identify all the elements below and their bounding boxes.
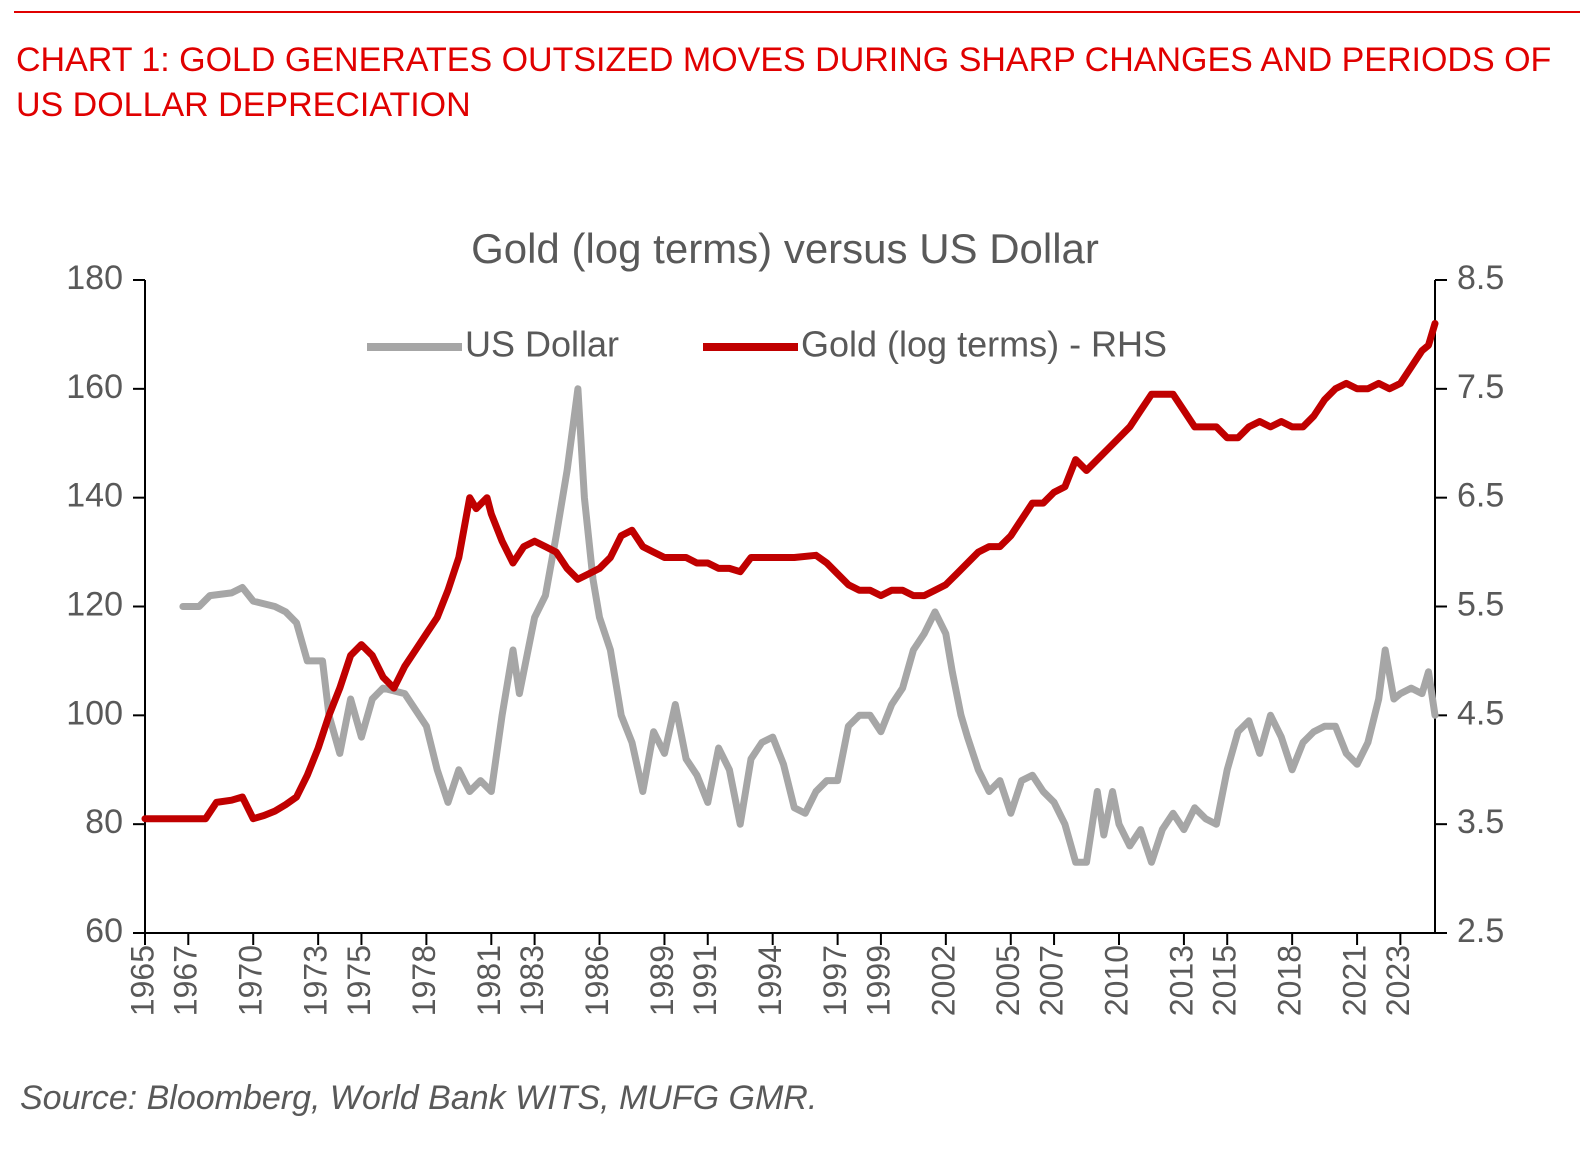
chart-title: Gold (log terms) versus US Dollar bbox=[471, 225, 1099, 272]
y-tick-label: 140 bbox=[66, 477, 123, 515]
y-tick-label: 100 bbox=[66, 694, 123, 732]
x-tick-label: 2013 bbox=[1163, 945, 1199, 1016]
series-line bbox=[141, 320, 1439, 823]
x-tick-label: 1978 bbox=[406, 945, 442, 1016]
x-tick-label: 1991 bbox=[687, 945, 723, 1016]
y-tick-label: 80 bbox=[85, 803, 123, 841]
y2-tick-label: 6.5 bbox=[1457, 477, 1504, 515]
x-tick-label: 1973 bbox=[298, 945, 334, 1016]
y2-tick-label: 5.5 bbox=[1457, 585, 1504, 623]
x-tick-label: 1965 bbox=[124, 945, 160, 1016]
x-tick-label: 1999 bbox=[860, 945, 896, 1016]
series-line bbox=[179, 385, 1439, 866]
x-tick-label: 2007 bbox=[1034, 945, 1070, 1016]
x-tick-label: 1975 bbox=[341, 945, 377, 1016]
x-tick-label: 2021 bbox=[1337, 945, 1373, 1016]
x-tick-label: 1981 bbox=[471, 945, 507, 1016]
x-tick-label: 2010 bbox=[1098, 945, 1134, 1016]
x-tick-label: 1994 bbox=[752, 945, 788, 1016]
x-tick-label: 1967 bbox=[168, 945, 204, 1016]
header-box: CHART 1: GOLD GENERATES OUTSIZED MOVES D… bbox=[16, 41, 1552, 124]
x-tick-label: 2023 bbox=[1380, 945, 1416, 1016]
x-tick-label: 2002 bbox=[925, 945, 961, 1016]
y2-tick-label: 2.5 bbox=[1457, 912, 1504, 950]
x-tick-label: 2005 bbox=[990, 945, 1026, 1016]
x-tick-label: 1970 bbox=[233, 945, 269, 1016]
source: Source: Bloomberg, World Bank WITS, MUFG… bbox=[20, 1079, 817, 1117]
y2-tick-label: 4.5 bbox=[1457, 694, 1504, 732]
y2-tick-label: 7.5 bbox=[1457, 368, 1504, 406]
y-tick-label: 160 bbox=[66, 368, 123, 406]
x-tick-label: 1986 bbox=[579, 945, 615, 1016]
y-tick-label: 60 bbox=[85, 912, 123, 950]
header: CHART 1: GOLD GENERATES OUTSIZED MOVES D… bbox=[16, 41, 1552, 124]
y2-tick-label: 8.5 bbox=[1457, 259, 1504, 297]
x-tick-label: 1997 bbox=[817, 945, 853, 1016]
x-tick-label: 1989 bbox=[644, 945, 680, 1016]
x-tick-label: 2018 bbox=[1272, 945, 1308, 1016]
x-tick-label: 1983 bbox=[514, 945, 550, 1016]
legend-label: US Dollar bbox=[465, 324, 619, 365]
y2-tick-label: 3.5 bbox=[1457, 803, 1504, 841]
y-tick-label: 120 bbox=[66, 585, 123, 623]
y-tick-label: 180 bbox=[66, 259, 123, 297]
legend-label: Gold (log terms) - RHS bbox=[801, 324, 1167, 365]
x-tick-label: 2015 bbox=[1207, 945, 1243, 1016]
